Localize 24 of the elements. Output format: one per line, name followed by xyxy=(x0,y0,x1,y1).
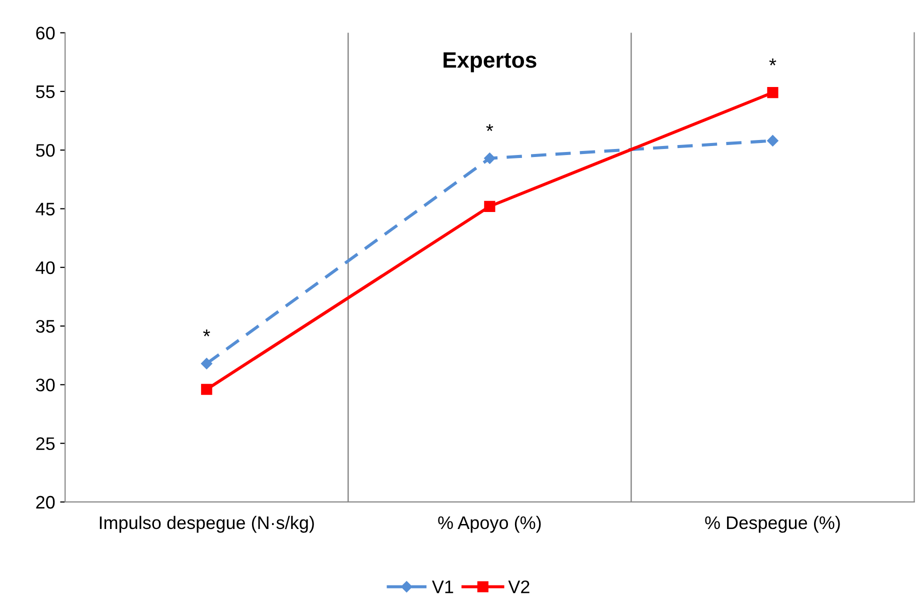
text: Expertos xyxy=(444,52,536,72)
point xyxy=(484,200,496,212)
y-tick-label: 50 xyxy=(36,144,55,157)
y-tick-label: 45 xyxy=(36,202,55,216)
y-tick-label: 55 xyxy=(36,86,55,98)
point xyxy=(201,358,212,370)
y-tick-label: 60 xyxy=(36,26,55,40)
x-tick-label: % Despegue (%) xyxy=(705,516,840,533)
x-tick-label: Impulso despegue (N·s/kg) xyxy=(100,516,314,533)
annotation: * xyxy=(486,124,494,132)
y-tick-label: 20 xyxy=(36,496,55,509)
y-tick-label: 40 xyxy=(36,261,55,274)
annotation: * xyxy=(769,58,776,66)
point xyxy=(201,384,212,395)
y-tick-label: 35 xyxy=(36,320,55,333)
x-tick-label: % Apoyo (%) xyxy=(438,516,541,533)
legend-label: V2 xyxy=(508,580,530,594)
y-tick-label: 30 xyxy=(36,378,55,392)
point xyxy=(484,152,496,164)
legend-label: V1 xyxy=(432,580,454,594)
point xyxy=(767,135,778,146)
annotation: * xyxy=(203,329,210,336)
y-tick-label: 25 xyxy=(36,437,55,450)
point xyxy=(767,87,778,98)
